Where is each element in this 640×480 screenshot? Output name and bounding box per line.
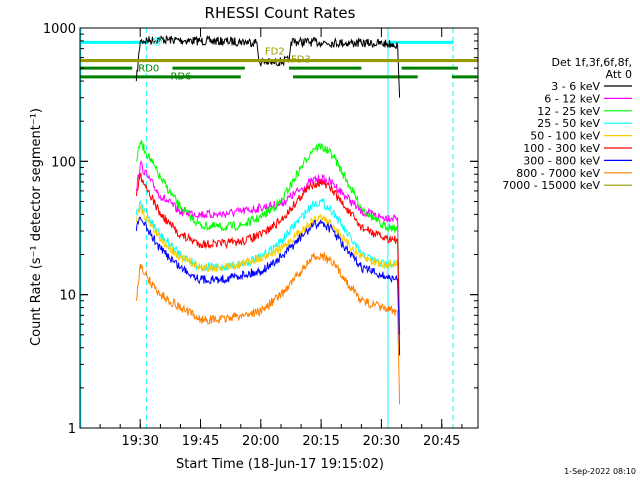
legend-entry-label-3: 25 - 50 keV <box>537 117 600 130</box>
x-axis-label: Start Time (18-Jun-17 19:15:02) <box>176 457 384 472</box>
annotation-label-3: FD3 <box>291 55 311 66</box>
y-tick-label-0: 1 <box>68 422 76 437</box>
annotation-label-4: @ <box>152 36 162 47</box>
series-line-3 <box>135 198 401 348</box>
x-tick-label-5: 20:45 <box>423 434 460 449</box>
legend-entry-label-1: 6 - 12 keV <box>544 92 600 105</box>
x-tick-label-4: 20:30 <box>363 434 400 449</box>
axes: 1 10 100 1000 19:30 19:45 20:00 20:15 20:30 20:45 <box>43 22 479 449</box>
x-tick-label-3: 20:15 <box>302 434 339 449</box>
x-tick-label-1: 19:45 <box>182 434 219 449</box>
legend-entry-label-2: 12 - 25 keV <box>537 105 600 118</box>
x-tick-label-2: 20:00 <box>242 434 279 449</box>
series-line-4 <box>135 205 399 273</box>
plot-frame <box>79 27 479 429</box>
legend-entry-label-5: 100 - 300 keV <box>523 142 600 155</box>
chart-title: RHESSI Count Rates <box>205 4 356 22</box>
legend-header-1: Att 0 <box>606 68 632 81</box>
x-tick-label-0: 19:30 <box>121 434 158 449</box>
series-line-0 <box>135 34 401 98</box>
legend-entry-label-8: 7000 - 15000 keV <box>502 179 600 192</box>
footer-date: 1-Sep-2022 08:10 <box>564 467 636 476</box>
series-line-2 <box>135 139 401 335</box>
series-line-5 <box>135 172 401 335</box>
series-line-1 <box>135 160 401 335</box>
legend-header-0: Det 1f,3f,6f,8f, <box>551 56 632 69</box>
legend-entry-label-7: 800 - 7000 keV <box>516 167 600 180</box>
plot-area: RD0 RD6 FD2 FD3 @ <box>80 28 478 428</box>
y-axis-label: Count Rate (s⁻¹ detector segment⁻¹) <box>29 108 44 346</box>
y-tick-label-1: 10 <box>59 289 76 304</box>
series-line-7 <box>135 251 401 405</box>
y-tick-label-3: 1000 <box>43 22 76 37</box>
annotation-label-0: RD0 <box>138 64 159 75</box>
y-tick-label-2: 100 <box>51 155 76 170</box>
legend-entry-label-0: 3 - 6 keV <box>551 80 600 93</box>
annotation-label-2: FD2 <box>265 46 285 57</box>
annotation-label-1: RD6 <box>170 72 191 83</box>
legend-entry-label-4: 50 - 100 keV <box>530 130 600 143</box>
series-line-6 <box>135 216 401 356</box>
legend-entry-label-6: 300 - 800 keV <box>523 154 600 167</box>
